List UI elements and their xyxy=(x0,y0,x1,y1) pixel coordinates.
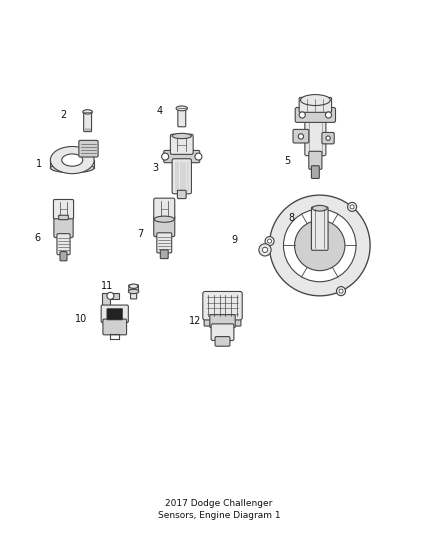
FancyBboxPatch shape xyxy=(204,318,215,326)
Polygon shape xyxy=(102,293,119,307)
FancyBboxPatch shape xyxy=(203,292,242,320)
Circle shape xyxy=(298,134,304,139)
FancyBboxPatch shape xyxy=(293,130,309,143)
Circle shape xyxy=(326,136,330,140)
Ellipse shape xyxy=(128,289,139,294)
Ellipse shape xyxy=(50,147,94,174)
Text: 2017 Dodge Challenger
Sensors, Engine Diagram 1: 2017 Dodge Challenger Sensors, Engine Di… xyxy=(158,499,280,520)
Ellipse shape xyxy=(50,163,94,173)
FancyBboxPatch shape xyxy=(164,150,200,163)
FancyBboxPatch shape xyxy=(53,199,74,219)
Circle shape xyxy=(195,153,202,160)
FancyBboxPatch shape xyxy=(211,324,234,341)
FancyBboxPatch shape xyxy=(103,319,127,335)
Circle shape xyxy=(259,244,271,256)
FancyBboxPatch shape xyxy=(154,216,175,237)
Text: 1: 1 xyxy=(36,159,42,168)
FancyBboxPatch shape xyxy=(60,252,67,261)
FancyBboxPatch shape xyxy=(57,233,70,255)
FancyBboxPatch shape xyxy=(177,190,186,199)
FancyBboxPatch shape xyxy=(311,166,319,179)
FancyBboxPatch shape xyxy=(101,305,128,322)
Circle shape xyxy=(265,237,274,246)
FancyBboxPatch shape xyxy=(309,151,322,169)
FancyBboxPatch shape xyxy=(215,336,230,346)
FancyBboxPatch shape xyxy=(59,215,68,220)
Circle shape xyxy=(299,112,305,118)
Ellipse shape xyxy=(62,154,83,166)
Ellipse shape xyxy=(300,94,330,106)
Circle shape xyxy=(107,292,114,300)
Text: 4: 4 xyxy=(157,106,163,116)
Circle shape xyxy=(336,287,346,296)
FancyBboxPatch shape xyxy=(295,108,336,123)
FancyBboxPatch shape xyxy=(172,159,191,194)
Text: 3: 3 xyxy=(152,163,159,173)
FancyBboxPatch shape xyxy=(305,118,326,156)
FancyBboxPatch shape xyxy=(230,318,241,326)
FancyBboxPatch shape xyxy=(178,108,186,127)
Text: 10: 10 xyxy=(75,314,87,324)
Ellipse shape xyxy=(154,216,174,222)
Ellipse shape xyxy=(312,205,327,211)
FancyBboxPatch shape xyxy=(84,111,92,132)
Ellipse shape xyxy=(129,284,138,288)
Circle shape xyxy=(350,205,354,209)
Circle shape xyxy=(162,153,169,160)
Circle shape xyxy=(269,195,370,296)
FancyBboxPatch shape xyxy=(322,133,334,144)
Text: 7: 7 xyxy=(137,229,143,239)
Circle shape xyxy=(294,220,345,271)
FancyBboxPatch shape xyxy=(154,198,175,220)
Circle shape xyxy=(283,209,356,282)
FancyBboxPatch shape xyxy=(79,140,98,157)
Ellipse shape xyxy=(176,106,187,111)
Text: 5: 5 xyxy=(284,156,290,166)
Text: 9: 9 xyxy=(231,235,237,245)
FancyBboxPatch shape xyxy=(54,216,73,238)
Circle shape xyxy=(348,203,357,212)
FancyBboxPatch shape xyxy=(170,134,193,155)
Text: 6: 6 xyxy=(34,233,40,243)
FancyBboxPatch shape xyxy=(157,233,172,253)
Circle shape xyxy=(262,247,268,253)
Text: 8: 8 xyxy=(288,213,294,223)
Text: 11: 11 xyxy=(101,281,113,291)
Circle shape xyxy=(268,239,272,243)
FancyBboxPatch shape xyxy=(311,207,328,251)
Circle shape xyxy=(339,289,343,293)
FancyBboxPatch shape xyxy=(131,290,137,299)
FancyBboxPatch shape xyxy=(160,250,168,259)
FancyBboxPatch shape xyxy=(299,98,332,112)
FancyBboxPatch shape xyxy=(107,309,123,320)
Ellipse shape xyxy=(172,133,191,139)
Ellipse shape xyxy=(83,110,92,114)
FancyBboxPatch shape xyxy=(210,314,235,328)
Text: 12: 12 xyxy=(189,316,201,326)
FancyBboxPatch shape xyxy=(129,285,138,291)
Text: 2: 2 xyxy=(60,110,67,120)
Circle shape xyxy=(325,112,332,118)
